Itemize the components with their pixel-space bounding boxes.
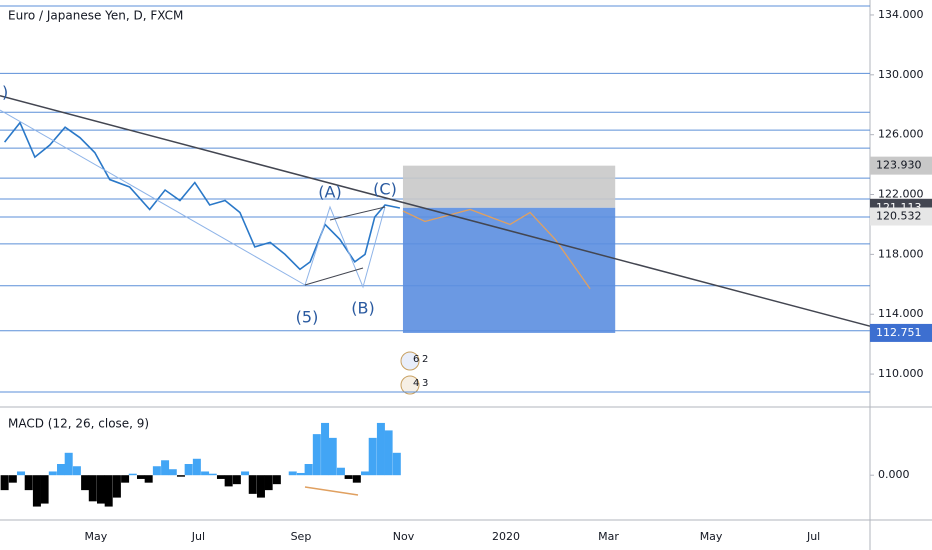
trendline [0, 95, 871, 327]
y-tick-label: 0.000 [878, 468, 910, 481]
wave-label: ) [2, 83, 8, 102]
macd-bar [256, 475, 265, 498]
price-label-box [870, 207, 932, 226]
macd-bar [121, 475, 130, 483]
y-tick-label: 114.000 [878, 307, 924, 320]
divergence-line [329, 206, 386, 221]
macd-bar [64, 452, 73, 476]
macd-bar [0, 475, 9, 491]
macd-bar [17, 471, 26, 476]
macd-bar [96, 475, 105, 504]
macd-bar [201, 471, 210, 476]
pane-title: MACD (12, 26, close, 9) [8, 417, 149, 431]
macd-bar [112, 475, 121, 498]
event-count: 6 [413, 354, 419, 365]
macd-bar [392, 452, 401, 476]
macd-divergence-line [304, 486, 359, 496]
macd-bar [224, 475, 233, 487]
macd-bar [384, 430, 393, 476]
macd-bar [336, 467, 345, 476]
macd-bar [128, 473, 137, 476]
macd-bar [184, 464, 193, 476]
macd-bar [168, 469, 177, 476]
price-line [3, 121, 401, 271]
pane-title: Euro / Japanese Yen, D, FXCM [8, 9, 183, 23]
wave-label: (5) [296, 308, 319, 327]
macd-bar [361, 471, 370, 476]
x-tick-label: Nov [393, 530, 415, 543]
price-label: 123.930 [876, 159, 922, 172]
y-tick-label: 126.000 [878, 128, 924, 141]
macd-bar [88, 475, 97, 502]
macd-bar [40, 475, 49, 504]
projection-line [402, 208, 591, 290]
wave-line [304, 205, 386, 289]
macd-bar [312, 434, 321, 476]
y-tick-label: 118.000 [878, 247, 924, 260]
macd-bar [152, 466, 161, 476]
stop-zone [402, 207, 616, 333]
macd-bar [24, 475, 33, 491]
divergence-line [304, 267, 364, 286]
wave-label: (B) [351, 299, 374, 318]
macd-bar [368, 437, 377, 476]
macd-bar [161, 460, 170, 476]
macd-bar [136, 475, 145, 479]
price-label-box [870, 323, 932, 342]
macd-bar [48, 471, 57, 476]
macd-bar [176, 475, 185, 477]
price-label: 120.532 [876, 209, 922, 222]
y-tick-label: 122.000 [878, 188, 924, 201]
macd-bar [192, 458, 201, 476]
wave-label: (C) [373, 180, 397, 199]
wave-drawing [0, 109, 386, 496]
event-icon[interactable] [400, 375, 420, 395]
macd-bar [376, 422, 385, 476]
macd-bar [232, 475, 241, 485]
macd-bar [8, 475, 17, 483]
macd-bar [81, 475, 90, 491]
macd-bar [248, 475, 257, 494]
macd-bar [216, 475, 225, 479]
x-tick-label: Sep [291, 530, 312, 543]
y-tick-label: 134.000 [878, 8, 924, 21]
x-tick-label: May [700, 530, 723, 543]
event-count: 3 [422, 378, 428, 389]
macd-bar [304, 464, 313, 476]
y-tick-label: 110.000 [878, 367, 924, 380]
macd-bar [328, 437, 337, 476]
macd-bar [241, 471, 250, 476]
wave-line [0, 109, 306, 286]
macd-bar [288, 471, 297, 476]
y-tick-label: 130.000 [878, 68, 924, 81]
price-label-box [870, 156, 932, 175]
x-tick-label: Jul [191, 530, 205, 543]
macd-bar [32, 475, 41, 507]
macd-bar [264, 475, 273, 491]
macd-bar [344, 475, 353, 479]
macd-bar [272, 475, 281, 485]
macd-bar [352, 475, 361, 483]
macd-bar [296, 472, 305, 476]
event-icon[interactable] [400, 351, 420, 371]
macd-bar [321, 422, 330, 476]
event-count: 2 [422, 354, 428, 365]
macd-bar [144, 475, 153, 483]
target-zone [402, 165, 616, 208]
macd-bar [72, 466, 81, 476]
event-count: 4 [413, 378, 419, 389]
x-tick-label: Mar [598, 530, 619, 543]
x-tick-label: May [84, 530, 107, 543]
x-tick-label: Jul [806, 530, 820, 543]
x-tick-label: 2020 [492, 530, 520, 543]
macd-bar [208, 473, 217, 476]
macd-bar [104, 475, 113, 507]
wave-label: (A) [318, 183, 341, 202]
price-label: 112.751 [876, 326, 922, 339]
macd-bar [57, 464, 66, 476]
